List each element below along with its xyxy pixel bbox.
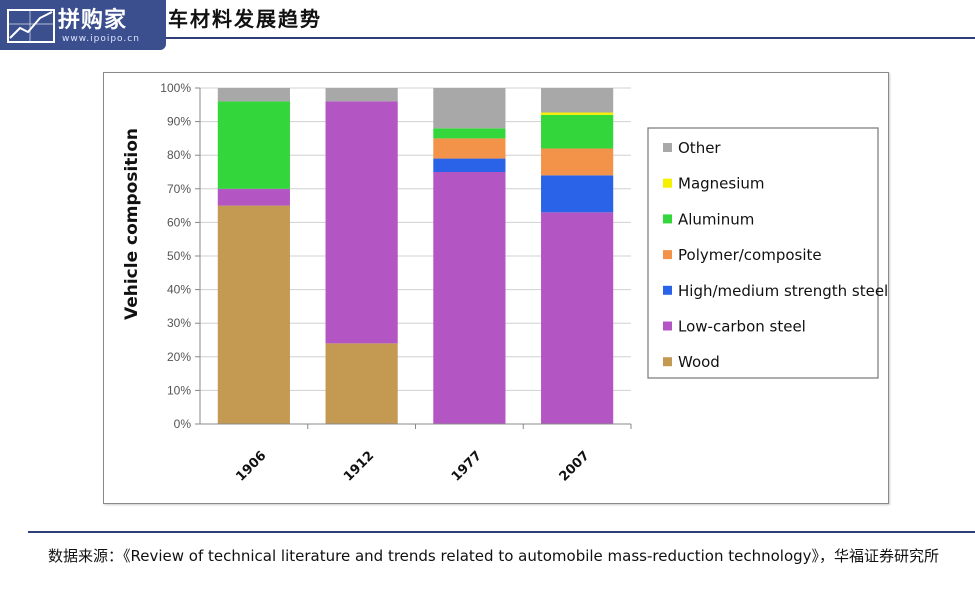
- bar-segment: [217, 205, 290, 424]
- bar-segment: [433, 158, 506, 172]
- legend-label: Magnesium: [678, 175, 765, 193]
- legend-label: Wood: [678, 353, 720, 371]
- bar-segment: [325, 343, 398, 424]
- legend-label: Low-carbon steel: [678, 318, 806, 336]
- bar-segment: [433, 138, 506, 159]
- legend-swatch: [663, 250, 672, 260]
- page-title: 车材料发展趋势: [168, 7, 322, 31]
- y-tick-label: 100%: [160, 81, 191, 95]
- bar-segment: [217, 88, 290, 102]
- x-tick-label: 2007: [557, 448, 593, 484]
- logo-text: 拼购家: [58, 8, 128, 33]
- legend-swatch: [663, 321, 672, 331]
- legend-swatch: [663, 178, 672, 188]
- y-tick-label: 20%: [167, 350, 191, 364]
- house-chart-icon: [7, 9, 55, 43]
- bar-segment: [541, 175, 614, 213]
- bar-segment: [541, 112, 614, 115]
- source-note: 数据来源：《Review of technical literature and…: [48, 547, 940, 565]
- legend-label: Other: [678, 139, 721, 157]
- x-tick-label: 1977: [449, 448, 485, 484]
- y-tick-label: 40%: [167, 283, 191, 297]
- legend-swatch: [663, 357, 672, 367]
- y-tick-label: 30%: [167, 316, 191, 330]
- bar-segment: [541, 114, 614, 149]
- x-tick-label: 1906: [233, 448, 269, 484]
- y-tick-label: 10%: [167, 383, 191, 397]
- bar-segment: [325, 88, 398, 102]
- legend-swatch: [663, 143, 672, 152]
- legend-swatch: [663, 285, 672, 295]
- y-tick-label: 60%: [167, 215, 191, 229]
- stacked-bar-chart: 0% 10% 20% 30% 40% 50% 60% 70% 80% 90% 100% 1906 191…: [122, 81, 888, 485]
- bar-segment: [217, 188, 290, 206]
- legend-label: Polymer/composite: [678, 246, 822, 264]
- bar-segment: [433, 88, 506, 129]
- legend-label: Aluminum: [678, 210, 754, 228]
- x-tick-label: 1912: [341, 448, 377, 484]
- y-tick-label: 80%: [167, 148, 191, 162]
- legend-swatch: [663, 214, 672, 224]
- header-rule: [0, 37, 975, 39]
- bar-segment: [541, 212, 614, 424]
- legend-box: [647, 127, 879, 379]
- y-tick-label: 0%: [174, 417, 192, 431]
- bar-segment: [541, 148, 614, 176]
- y-tick-label: 70%: [167, 182, 191, 196]
- y-tick-label: 90%: [167, 115, 191, 129]
- bar-segment: [541, 88, 614, 113]
- bar-segment: [433, 172, 506, 424]
- chart-frame: 0% 10% 20% 30% 40% 50% 60% 70% 80% 90% 100% 1906 191…: [103, 72, 889, 504]
- bar-segment: [325, 101, 398, 344]
- bar-segment: [433, 128, 506, 139]
- bar-segment: [217, 101, 290, 189]
- y-axis-label: Vehicle composition: [122, 128, 142, 320]
- legend-label: High/medium strength steel: [678, 282, 888, 300]
- y-tick-label: 50%: [167, 249, 191, 263]
- logo: 拼购家 www.ipoipo.cn: [0, 0, 166, 50]
- footer-rule: [28, 531, 975, 533]
- logo-url: www.ipoipo.cn: [62, 34, 140, 44]
